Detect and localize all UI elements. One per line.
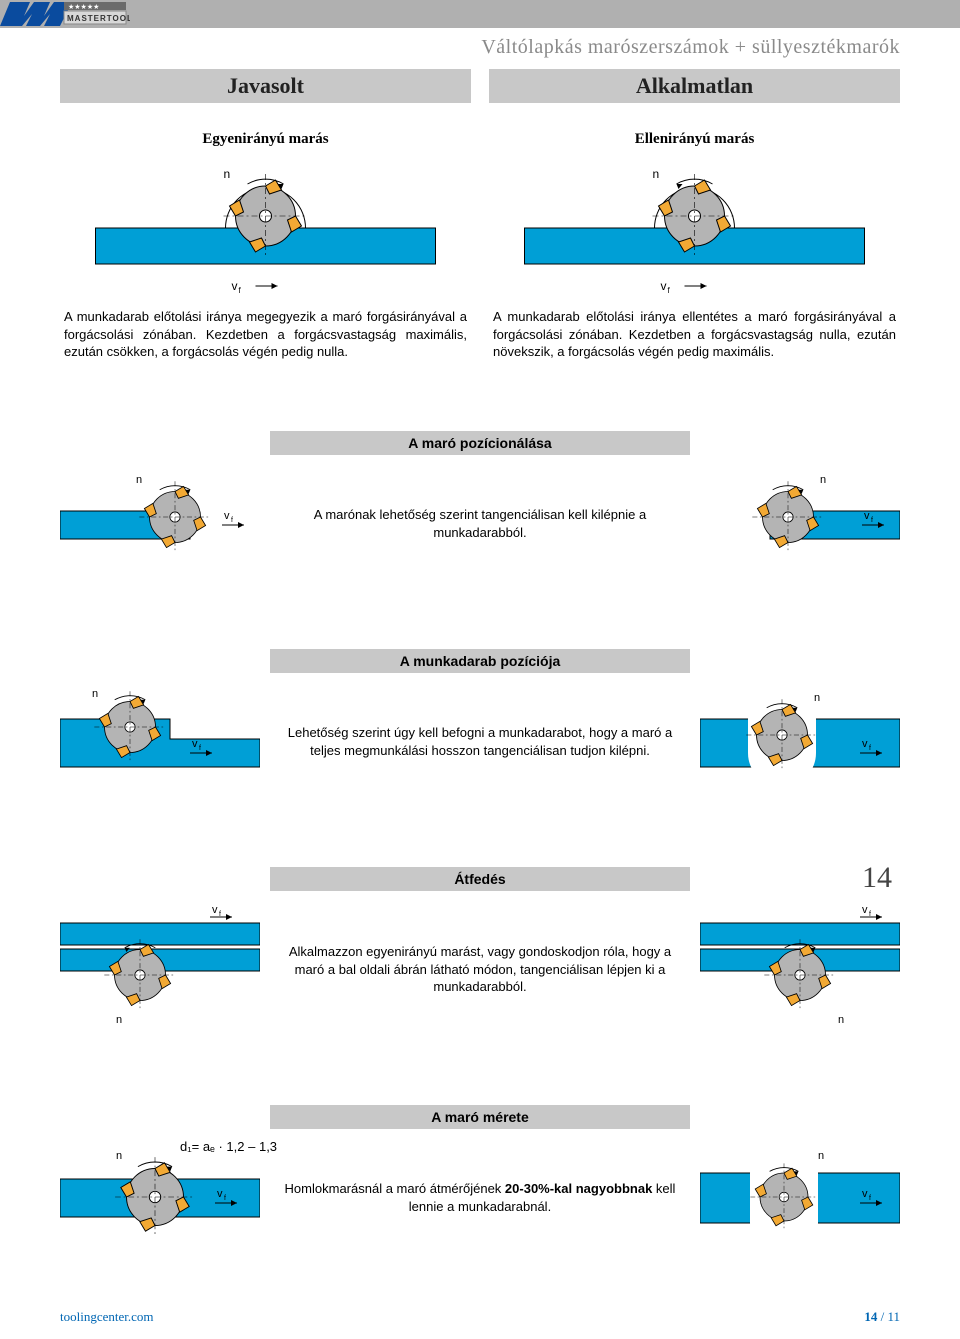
formula: d₁= aₑ · 1,2 – 1,3 bbox=[180, 1139, 277, 1154]
label-n: n bbox=[653, 167, 660, 181]
svg-text:n: n bbox=[818, 1150, 824, 1162]
svg-text:v: v bbox=[217, 1188, 223, 1200]
svg-text:MASTERTOOL: MASTERTOOL bbox=[67, 14, 130, 23]
svg-text:f: f bbox=[871, 517, 873, 524]
svg-text:f: f bbox=[224, 1195, 226, 1202]
svg-text:v: v bbox=[862, 1188, 868, 1200]
diagram-pos-left: n vf bbox=[60, 469, 260, 579]
body-right: A munkadarab előtolási iránya ellentétes… bbox=[489, 308, 900, 361]
section-text-3: Alkalmazzon egyenirányú marást, vagy gon… bbox=[278, 943, 682, 996]
logo-bar: ★★★★★ MASTERTOOL bbox=[0, 0, 960, 28]
svg-text:v: v bbox=[224, 510, 230, 522]
diagram-conventional-milling: n v f bbox=[489, 158, 900, 308]
svg-text:n: n bbox=[116, 1014, 122, 1026]
label-vf: v bbox=[232, 279, 238, 293]
diagram-size-left: n vf bbox=[60, 1143, 260, 1253]
body-left: A munkadarab előtolási iránya megegyezik… bbox=[60, 308, 471, 361]
svg-text:f: f bbox=[869, 745, 871, 752]
section-text-4: Homlokmarásnál a maró átmérőjének 20-30%… bbox=[278, 1180, 682, 1215]
svg-text:n: n bbox=[92, 688, 98, 700]
section-title-2: A munkadarab pozíciója bbox=[270, 649, 690, 673]
section-title-4: A maró mérete bbox=[270, 1105, 690, 1129]
svg-text:f: f bbox=[668, 286, 671, 295]
svg-text:★★★★★: ★★★★★ bbox=[68, 3, 99, 11]
diagram-pos-right: n vf bbox=[700, 469, 900, 579]
page-header-title: Váltólapkás marószerszámok + süllyeszték… bbox=[60, 30, 900, 69]
diagram-wp-right: n vf bbox=[700, 687, 900, 797]
page-footer: toolingcenter.com 14 / 11 bbox=[0, 1303, 960, 1335]
diagram-overlap-right: vf n bbox=[700, 905, 900, 1035]
section-text-2: Lehetőség szerint úgy kell befogni a mun… bbox=[278, 724, 682, 759]
diagram-overlap-left: vf n bbox=[60, 905, 260, 1035]
diagram-wp-left: n vf bbox=[60, 687, 260, 797]
svg-text:n: n bbox=[136, 474, 142, 486]
section-title-3: Átfedés bbox=[270, 867, 690, 891]
footer-url: toolingcenter.com bbox=[60, 1309, 154, 1325]
svg-text:v: v bbox=[212, 905, 218, 916]
footer-page: 14 / 11 bbox=[864, 1309, 900, 1325]
svg-text:f: f bbox=[869, 1195, 871, 1202]
label-vf: v bbox=[661, 279, 667, 293]
svg-text:n: n bbox=[116, 1150, 122, 1162]
side-page-number: 14 bbox=[862, 861, 892, 895]
diagram-size-right: n vf bbox=[700, 1143, 900, 1253]
svg-text:v: v bbox=[862, 738, 868, 750]
svg-text:f: f bbox=[869, 911, 871, 918]
diagram-climb-milling: n v f bbox=[60, 158, 471, 308]
col-header-left: Javasolt bbox=[60, 69, 471, 103]
svg-text:f: f bbox=[239, 286, 242, 295]
section-positioning: A maró pozícionálása n vf A marónak lehe… bbox=[60, 431, 900, 579]
svg-text:f: f bbox=[219, 911, 221, 918]
svg-text:v: v bbox=[862, 905, 868, 916]
section-workpiece-pos: A munkadarab pozíciója n vf Lehetőség sz… bbox=[60, 649, 900, 797]
section-title-1: A maró pozícionálása bbox=[270, 431, 690, 455]
section-cutter-size: A maró mérete d₁= aₑ · 1,2 – 1,3 n vf Ho… bbox=[60, 1105, 900, 1253]
section-overlap: 14 Átfedés vf n Alkalmazzon egyenirányú … bbox=[60, 867, 900, 1035]
svg-text:n: n bbox=[820, 474, 826, 486]
col-header-right: Alkalmatlan bbox=[489, 69, 900, 103]
svg-text:n: n bbox=[838, 1014, 844, 1026]
svg-text:f: f bbox=[199, 745, 201, 752]
brand-logo: ★★★★★ MASTERTOOL bbox=[0, 0, 130, 30]
section-text-1: A marónak lehetőség szerint tangenciális… bbox=[278, 506, 682, 541]
top-comparison: Javasolt Egyenirányú marás n v f A munka… bbox=[60, 69, 900, 361]
svg-text:v: v bbox=[864, 510, 870, 522]
svg-text:f: f bbox=[231, 517, 233, 524]
sub-header-right: Ellenirányú marás bbox=[489, 131, 900, 148]
svg-text:v: v bbox=[192, 738, 198, 750]
sub-header-left: Egyenirányú marás bbox=[60, 131, 471, 148]
label-n: n bbox=[224, 167, 231, 181]
svg-text:n: n bbox=[814, 692, 820, 704]
